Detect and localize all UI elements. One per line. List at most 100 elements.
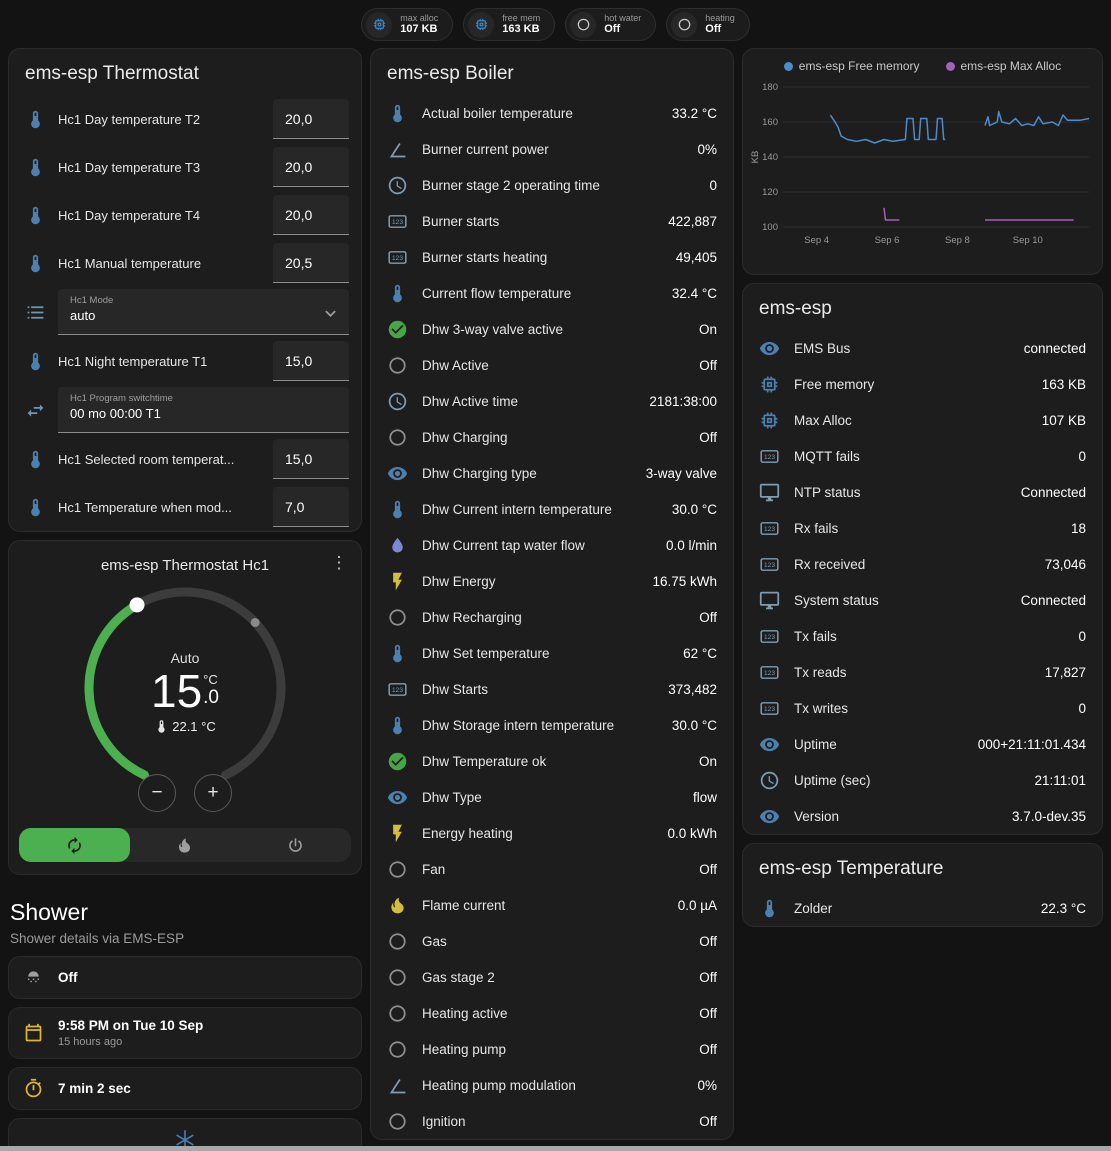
entity-label: Dhw Recharging xyxy=(422,609,522,625)
status-badge[interactable]: max alloc 107 KB xyxy=(361,8,454,41)
entity-row[interactable]: 123 MQTT fails 0 xyxy=(743,438,1102,474)
entity-row[interactable]: 123 Dhw Starts 373,482 xyxy=(371,671,733,707)
entity-row[interactable]: Dhw Temperature ok On xyxy=(371,743,733,779)
svg-text:Sep 8: Sep 8 xyxy=(945,235,970,246)
shower-stat-primary: Off xyxy=(58,970,78,985)
entity-row[interactable]: 123 Burner starts 422,887 xyxy=(371,203,733,239)
entity-row[interactable]: Dhw Storage intern temperature 30.0 °C xyxy=(371,707,733,743)
entity-row[interactable]: Heating active Off xyxy=(371,995,733,1031)
circle-outline-icon xyxy=(387,967,408,988)
entity-row[interactable]: Heating pump modulation 0% xyxy=(371,1067,733,1103)
legend-item[interactable]: ems-esp Max Alloc xyxy=(945,59,1061,73)
entity-row[interactable]: Uptime (sec) 21:11:01 xyxy=(743,762,1102,798)
number-input[interactable]: 20,0 xyxy=(273,147,349,187)
entity-row[interactable]: Dhw Charging Off xyxy=(371,419,733,455)
entity-label: Fan xyxy=(422,861,446,877)
entity-row[interactable]: Dhw Set temperature 62 °C xyxy=(371,635,733,671)
thermometer-icon xyxy=(387,283,408,304)
number-input[interactable]: 20,0 xyxy=(273,195,349,235)
status-badge[interactable]: free mem 163 KB xyxy=(463,8,556,41)
entity-row[interactable]: 123 Tx reads 17,827 xyxy=(743,654,1102,690)
shower-stat-card[interactable]: 9:58 PM on Tue 10 Sep 15 hours ago xyxy=(8,1007,362,1059)
entity-label: Tx fails xyxy=(794,628,837,644)
entity-row[interactable]: Dhw Current tap water flow 0.0 l/min xyxy=(371,527,733,563)
entity-value: 0% xyxy=(697,1077,717,1093)
entity-row[interactable]: Free memory 163 KB xyxy=(743,366,1102,402)
badge-text: free mem 163 KB xyxy=(502,13,540,36)
entity-row[interactable]: 123 Tx writes 0 xyxy=(743,690,1102,726)
entity-row[interactable]: Burner current power 0% xyxy=(371,131,733,167)
entity-row[interactable]: Zolder 22.3 °C xyxy=(743,890,1102,926)
number-input[interactable]: 15,0 xyxy=(273,341,349,381)
entity-row[interactable]: Max Alloc 107 KB xyxy=(743,402,1102,438)
status-badge[interactable]: hot water Off xyxy=(565,8,657,41)
entity-row[interactable]: Burner stage 2 operating time 0 xyxy=(371,167,733,203)
entity-row[interactable]: Uptime 000+21:11:01.434 xyxy=(743,726,1102,762)
circle-outline-icon xyxy=(387,355,408,376)
number-input[interactable]: 20,5 xyxy=(273,243,349,283)
number-input[interactable]: 20,0 xyxy=(273,99,349,139)
horizontal-scrollbar[interactable] xyxy=(0,1146,1111,1151)
shower-stat-card[interactable]: 7 min 2 sec xyxy=(8,1067,362,1110)
entity-row[interactable]: Dhw Energy 16.75 kWh xyxy=(371,563,733,599)
entity-value: Connected xyxy=(1020,592,1086,608)
flash-icon xyxy=(387,823,408,844)
text-input[interactable]: Hc1 Program switchtime 00 mo 00:00 T1 xyxy=(58,387,349,433)
entity-value: connected xyxy=(1023,340,1086,356)
entity-row[interactable]: Actual boiler temperature 33.2 °C xyxy=(371,95,733,131)
entity-value: 0% xyxy=(697,141,717,157)
entity-row[interactable]: Version 3.7.0-dev.35 xyxy=(743,798,1102,834)
entity-row[interactable]: Dhw Type flow xyxy=(371,779,733,815)
entity-row[interactable]: Gas Off xyxy=(371,923,733,959)
entity-row[interactable]: Current flow temperature 32.4 °C xyxy=(371,275,733,311)
flash-icon xyxy=(387,571,408,592)
status-badge[interactable]: heating Off xyxy=(666,8,750,41)
entity-row[interactable]: Ignition Off xyxy=(371,1103,733,1139)
entity-row[interactable]: Energy heating 0.0 kWh xyxy=(371,815,733,851)
entity-row[interactable]: Dhw Charging type 3-way valve xyxy=(371,455,733,491)
number-input[interactable]: 15,0 xyxy=(273,439,349,479)
hvac-mode-auto-button[interactable] xyxy=(19,828,130,862)
entity-row[interactable]: Dhw Current intern temperature 30.0 °C xyxy=(371,491,733,527)
entity-row[interactable]: 123 Rx fails 18 xyxy=(743,510,1102,546)
chart-legend: ems-esp Free memory ems-esp Max Alloc xyxy=(749,59,1096,73)
entity-row[interactable]: Fan Off xyxy=(371,851,733,887)
setting-row: Hc1 Day temperature T3 20,0 xyxy=(9,143,361,191)
legend-dot xyxy=(945,61,955,71)
entity-row[interactable]: 123 Rx received 73,046 xyxy=(743,546,1102,582)
increase-temp-button[interactable]: + xyxy=(194,774,232,812)
shower-stat-card[interactable]: Off xyxy=(8,956,362,999)
entity-row[interactable]: 123 Burner starts heating 49,405 xyxy=(371,239,733,275)
hvac-mode-heat-button[interactable] xyxy=(130,828,241,862)
entity-row[interactable]: System status Connected xyxy=(743,582,1102,618)
card-menu-button[interactable]: ⋮ xyxy=(330,553,348,572)
svg-text:123: 123 xyxy=(392,687,403,694)
entity-value: Off xyxy=(699,357,717,373)
entity-row[interactable]: NTP status Connected xyxy=(743,474,1102,510)
hvac-mode-off-button[interactable] xyxy=(240,828,351,862)
clock-icon xyxy=(387,175,408,196)
decrease-temp-button[interactable]: − xyxy=(138,774,176,812)
entity-row[interactable]: Dhw 3-way valve active On xyxy=(371,311,733,347)
entity-row[interactable]: Heating pump Off xyxy=(371,1031,733,1067)
entity-row[interactable]: Gas stage 2 Off xyxy=(371,959,733,995)
entity-value: 2181:38:00 xyxy=(649,393,717,409)
legend-label: ems-esp Free memory xyxy=(798,59,920,73)
svg-text:Sep 4: Sep 4 xyxy=(804,235,829,246)
entity-row[interactable]: 123 Tx fails 0 xyxy=(743,618,1102,654)
mode-select[interactable]: Hc1 Mode auto xyxy=(58,289,349,335)
entity-row[interactable]: EMS Bus connected xyxy=(743,330,1102,366)
entity-row[interactable]: Flame current 0.0 µA xyxy=(371,887,733,923)
number-input[interactable]: 7,0 xyxy=(273,487,349,527)
legend-item[interactable]: ems-esp Free memory xyxy=(783,59,920,73)
entity-value: Off xyxy=(699,1041,717,1057)
partial-card[interactable] xyxy=(8,1118,362,1151)
entity-row[interactable]: Dhw Active Off xyxy=(371,347,733,383)
dial-handle[interactable] xyxy=(129,597,145,613)
svg-text:123: 123 xyxy=(764,706,775,713)
input-label: Hc1 Program switchtime xyxy=(70,393,173,404)
entity-row[interactable]: Dhw Active time 2181:38:00 xyxy=(371,383,733,419)
entity-row[interactable]: Dhw Recharging Off xyxy=(371,599,733,635)
card-title: ems-esp xyxy=(759,298,832,319)
